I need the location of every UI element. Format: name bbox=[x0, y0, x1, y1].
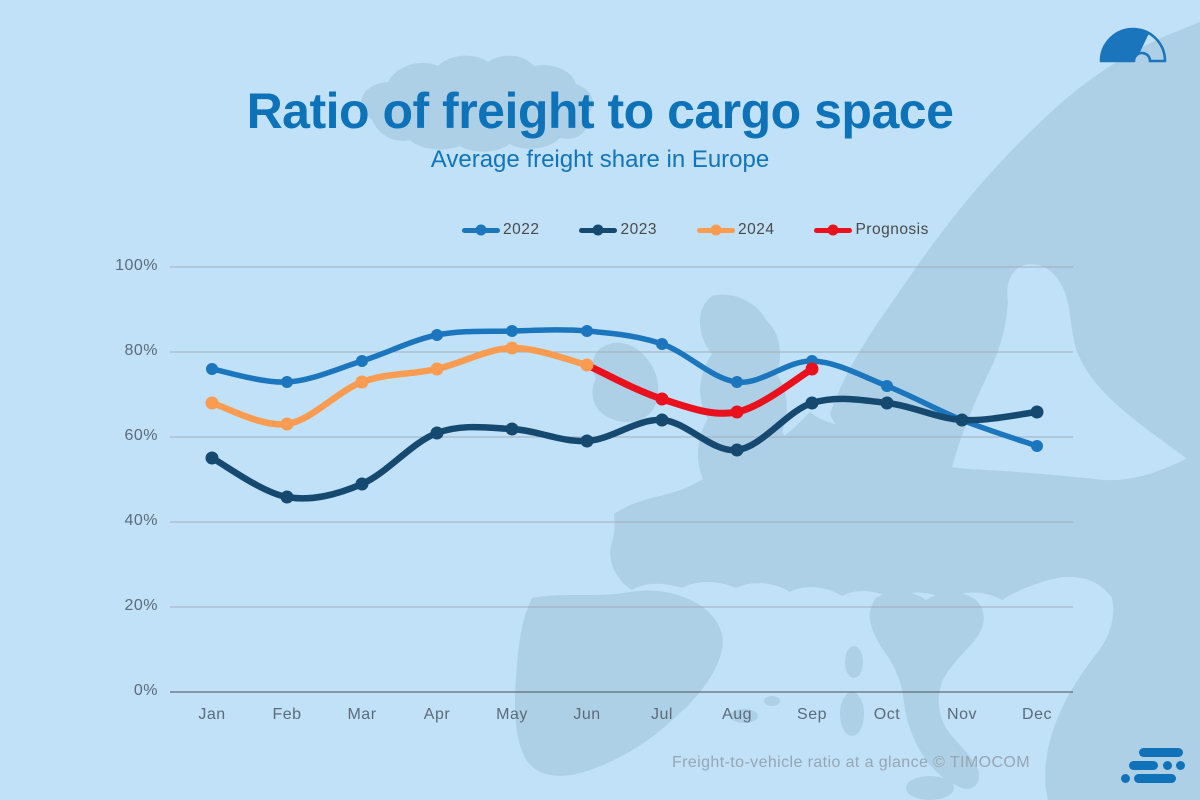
gauge-semicircle-icon bbox=[1099, 27, 1167, 63]
data-point-2023 bbox=[880, 396, 894, 410]
data-point-2023 bbox=[355, 477, 369, 491]
logo-bar bbox=[1139, 748, 1183, 757]
data-point-2023 bbox=[730, 443, 744, 457]
legend-label: 2022 bbox=[503, 221, 540, 238]
timocom-bars-logo bbox=[1121, 748, 1187, 784]
legend-line-marker bbox=[462, 224, 500, 236]
logo-bar bbox=[1134, 774, 1176, 783]
x-tick-label: Jul bbox=[651, 706, 673, 723]
page-subtitle: Average freight share in Europe bbox=[430, 146, 770, 173]
data-point-2022 bbox=[881, 380, 893, 392]
y-tick-label: 0% bbox=[133, 682, 158, 699]
logo-bar bbox=[1129, 761, 1158, 770]
x-tick-label: May bbox=[496, 706, 528, 723]
y-tick-label: 80% bbox=[124, 342, 158, 359]
legend-line-marker bbox=[696, 224, 735, 236]
legend-item-prognosis: Prognosis bbox=[814, 221, 928, 239]
data-point-2023 bbox=[805, 396, 819, 410]
x-tick-label: Jan bbox=[198, 706, 226, 723]
logo-dot bbox=[1121, 774, 1130, 783]
footer-credit: Freight-to-vehicle ratio at a glance © T… bbox=[671, 754, 1030, 771]
legend-item-2024: 2024 bbox=[696, 221, 775, 239]
y-tick-label: 60% bbox=[124, 427, 158, 444]
data-point-2023 bbox=[505, 422, 519, 436]
x-tick-label: Sep bbox=[797, 706, 827, 723]
legend-line-marker bbox=[814, 224, 853, 236]
series-line-prognosis bbox=[583, 361, 816, 417]
y-tick-label: 20% bbox=[124, 597, 158, 614]
data-point-2022 bbox=[281, 376, 293, 388]
data-point-2024 bbox=[505, 341, 519, 355]
legend-label: 2024 bbox=[737, 221, 775, 238]
x-tick-label: Aug bbox=[722, 706, 752, 723]
data-point-2024 bbox=[280, 417, 294, 431]
y-tick-label: 100% bbox=[115, 257, 158, 274]
data-point-prognosis bbox=[730, 405, 744, 419]
x-tick-label: Nov bbox=[947, 706, 977, 723]
y-tick-label: 40% bbox=[124, 512, 158, 529]
data-point-2024 bbox=[580, 358, 594, 372]
x-tick-label: Apr bbox=[423, 706, 451, 723]
series-line-2023 bbox=[208, 395, 1041, 502]
data-point-2023 bbox=[205, 451, 219, 465]
legend-label: 2023 bbox=[620, 221, 657, 238]
data-point-2023 bbox=[955, 413, 969, 427]
x-tick-label: Jun bbox=[573, 706, 601, 723]
series-line-2024 bbox=[208, 344, 591, 428]
x-tick-label: Oct bbox=[873, 706, 901, 723]
data-point-2023 bbox=[1030, 405, 1044, 419]
legend-dot-marker bbox=[710, 224, 722, 236]
data-point-2022 bbox=[431, 329, 443, 341]
data-point-2024 bbox=[355, 375, 369, 389]
x-tick-label: Feb bbox=[272, 706, 302, 723]
data-point-prognosis bbox=[805, 362, 819, 376]
legend-line-marker bbox=[579, 224, 618, 236]
page-title: Ratio of freight to cargo space bbox=[246, 83, 954, 139]
data-point-2022 bbox=[731, 376, 743, 388]
legend-label: Prognosis bbox=[855, 221, 929, 238]
data-point-2022 bbox=[506, 325, 518, 337]
chart-legend: 2022 2023 2024 Prognosis bbox=[462, 219, 929, 241]
x-tick-label: Mar bbox=[347, 706, 377, 723]
data-point-2024 bbox=[205, 396, 219, 410]
data-point-2022 bbox=[356, 355, 368, 367]
legend-dot-marker bbox=[827, 224, 839, 236]
data-point-2024 bbox=[430, 362, 444, 376]
logo-dot bbox=[1176, 761, 1185, 770]
logo-dot bbox=[1163, 761, 1172, 770]
legend-item-2022: 2022 bbox=[462, 221, 539, 239]
legend-dot-marker bbox=[592, 224, 604, 236]
data-point-2022 bbox=[581, 325, 593, 337]
data-point-2023 bbox=[655, 413, 669, 427]
data-point-2022 bbox=[206, 363, 218, 375]
x-tick-label: Dec bbox=[1022, 706, 1052, 723]
data-point-2022 bbox=[656, 338, 668, 350]
data-point-2023 bbox=[580, 434, 594, 448]
legend-item-2023: 2023 bbox=[579, 221, 656, 239]
data-point-2022 bbox=[1031, 440, 1043, 452]
data-point-2023 bbox=[430, 426, 444, 440]
legend-dot-marker bbox=[475, 224, 487, 236]
data-point-2023 bbox=[280, 490, 294, 504]
data-point-prognosis bbox=[655, 392, 669, 406]
